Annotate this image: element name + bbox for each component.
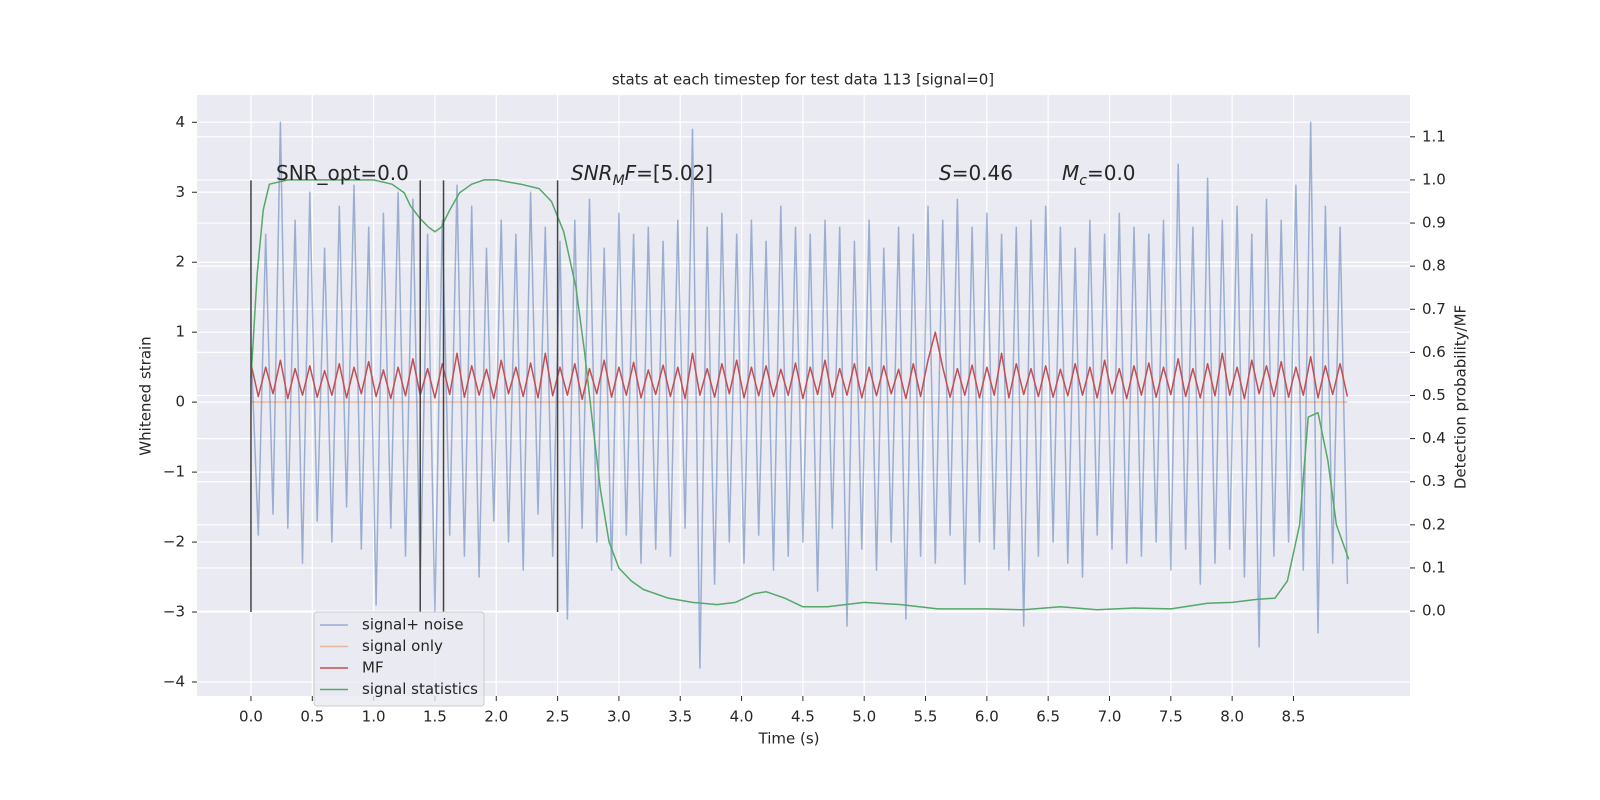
- x-tick-label: 8.0: [1220, 708, 1244, 726]
- x-tick-label: 2.5: [546, 708, 570, 726]
- y-tick-label: 0: [175, 393, 185, 411]
- y2-tick-label: 1.1: [1422, 127, 1446, 145]
- annotation: SNRMF=[5.02]: [571, 161, 713, 189]
- legend-box: [313, 611, 485, 707]
- annotation-part: S: [939, 161, 952, 185]
- chart-title: stats at each timestep for test data 113…: [612, 71, 994, 89]
- series-line: [250, 121, 1349, 669]
- y2-tick-label: 0.4: [1422, 429, 1446, 447]
- y2-tick-label: 0.7: [1422, 300, 1446, 318]
- y-tick-label: −2: [163, 533, 185, 551]
- x-tick-label: 7.0: [1098, 708, 1122, 726]
- x-tick-label: 1.5: [423, 708, 447, 726]
- legend-label: signal statistics: [362, 680, 478, 698]
- annotation-part: c: [1079, 173, 1087, 189]
- y-tick-label: 2: [175, 253, 185, 271]
- annotation-part: M: [613, 173, 625, 189]
- y-tick-label: 4: [175, 113, 185, 131]
- annotation-part: M: [1062, 161, 1079, 185]
- annotation-part: F: [625, 161, 637, 185]
- annotation: SNR_opt=0.0: [276, 161, 409, 185]
- series-line: [250, 179, 1350, 611]
- x-tick-label: 1.0: [362, 708, 386, 726]
- x-tick-label: 6.5: [1036, 708, 1060, 726]
- y-tick-label: −4: [163, 673, 185, 691]
- x-tick-label: 5.0: [852, 708, 876, 726]
- x-tick-label: 8.5: [1282, 708, 1306, 726]
- annotation-part: SNR: [571, 161, 613, 185]
- y-axis-label: Whitened strain: [137, 336, 155, 455]
- x-tick-label: 2.0: [484, 708, 508, 726]
- x-tick-label: 0.5: [300, 708, 324, 726]
- legend-label: signal only: [362, 637, 443, 655]
- x-tick-label: 4.0: [730, 708, 754, 726]
- annotation-part: SNR_opt=0.0: [276, 161, 409, 185]
- y2-tick-label: 0.6: [1422, 343, 1446, 361]
- x-tick-label: 3.0: [607, 708, 631, 726]
- x-axis-label: Time (s): [758, 730, 820, 748]
- y2-tick-label: 0.8: [1422, 257, 1446, 275]
- series-line: [250, 331, 1349, 401]
- y-tick-label: 1: [175, 323, 185, 341]
- annotation-part: =[5.02]: [636, 161, 713, 185]
- x-tick-label: 4.5: [791, 708, 815, 726]
- x-tick-label: 0.0: [239, 708, 263, 726]
- y2-tick-label: 1.0: [1422, 170, 1446, 188]
- annotation-part: =0.0: [1087, 161, 1136, 185]
- y2-tick-label: 0.1: [1422, 558, 1446, 576]
- legend-label: MF: [362, 659, 384, 677]
- annotation-part: =0.46: [952, 161, 1013, 185]
- y2-tick-label: 0.0: [1422, 602, 1446, 620]
- y2-axis-label: Detection probability/MF: [1452, 305, 1470, 489]
- x-tick-label: 6.0: [975, 708, 999, 726]
- annotation: Mc=0.0: [1062, 161, 1136, 189]
- y-tick-label: −1: [163, 463, 185, 481]
- legend-label: signal+ noise: [362, 616, 464, 634]
- x-tick-label: 5.5: [914, 708, 938, 726]
- x-tick-label: 7.5: [1159, 708, 1183, 726]
- y2-tick-label: 0.9: [1422, 214, 1446, 232]
- y2-tick-label: 0.5: [1422, 386, 1446, 404]
- y-tick-label: 3: [175, 183, 185, 201]
- y2-tick-label: 0.2: [1422, 515, 1446, 533]
- y-tick-label: −3: [163, 603, 185, 621]
- x-tick-label: 3.5: [668, 708, 692, 726]
- y2-tick-label: 0.3: [1422, 472, 1446, 490]
- annotation: S=0.46: [939, 161, 1013, 185]
